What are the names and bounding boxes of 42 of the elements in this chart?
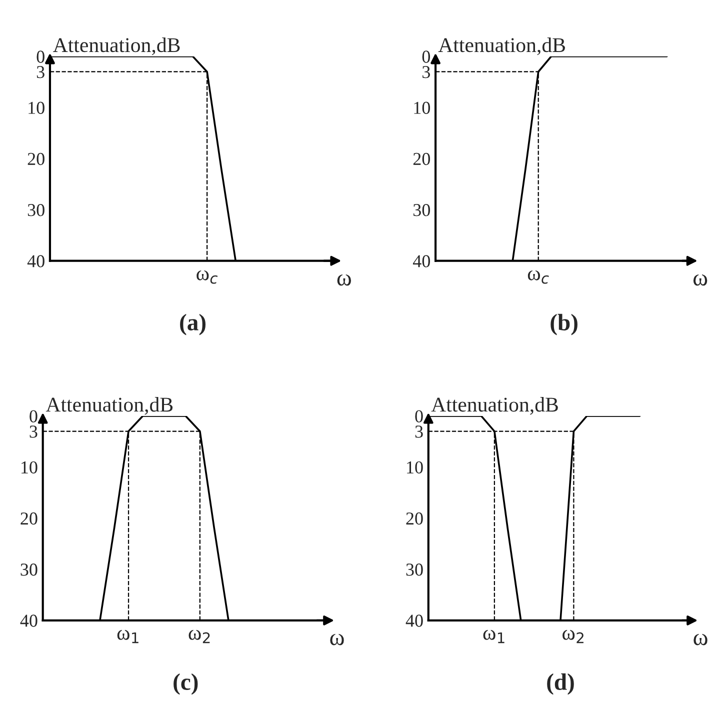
y-axis-title: Attenuation,dB [431,397,558,415]
x-tick-label: ω$_{1}$ [117,630,138,644]
y-tick-label: 40 [406,614,423,627]
y-tick-label: 20 [413,152,430,166]
y-tick-label: 40 [412,255,430,268]
text: (a) [180,314,206,336]
y-tick-label: 0 [30,410,38,422]
x-axis-title: ω [694,634,708,646]
x-tick-label: ω$_{c}$ [528,270,549,284]
text: (d) [547,673,574,695]
y-tick-label: 3 [422,66,430,78]
y-axis-title: Attenuation,dB [438,38,565,56]
y-tick-label: 10 [28,102,44,114]
y-tick-label: 10 [22,461,38,474]
y-tick-label: 10 [407,461,423,474]
y-tick-label: 30 [28,204,44,216]
x-axis-title: ω [337,274,351,286]
y-tick-label: 3 [30,426,38,438]
text: (c) [174,673,198,695]
x-tick-label: ω$_{2}$ [562,630,584,644]
x-tick-label: ω$_{2}$ [188,630,210,644]
y-tick-label: 30 [406,564,423,576]
y-tick-label: 30 [413,204,430,216]
y-tick-label: 30 [20,564,38,576]
x-tick-label: ω$_{1}$ [483,630,504,644]
x-tick-label: ω$_{c}$ [196,270,218,284]
y-axis-title: Attenuation,dB [46,397,173,415]
y-tick-label: 20 [406,512,423,525]
x-axis-title: ω [330,634,344,646]
y-tick-label: 40 [27,255,44,268]
x-axis-title: ω [693,274,708,286]
y-axis-title: Attenuation,dB [53,38,180,56]
y-tick-label: 0 [422,50,430,63]
y-tick-label: 20 [20,512,38,525]
text: (b) [550,314,578,336]
y-tick-label: 3 [415,426,423,438]
y-tick-label: 3 [36,66,44,78]
y-tick-label: 20 [28,152,44,166]
y-tick-label: 10 [414,102,430,114]
y-tick-label: 0 [415,410,423,422]
y-tick-label: 0 [36,50,44,63]
y-tick-label: 40 [20,614,38,627]
